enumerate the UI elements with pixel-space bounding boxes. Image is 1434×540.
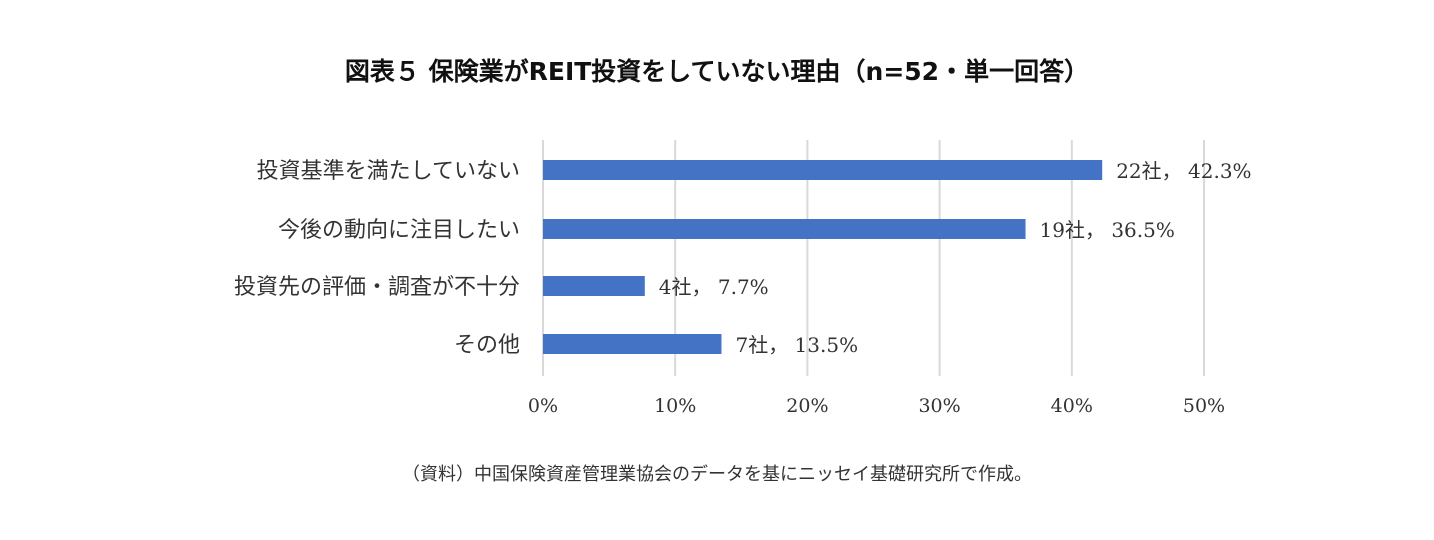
data-label: 7社， 13.5% xyxy=(735,333,858,357)
category-label: 投資基準を満たしていない xyxy=(257,159,520,184)
x-tick-label: 40% xyxy=(1051,395,1093,417)
bar xyxy=(543,334,722,354)
data-label: 19社， 36.5% xyxy=(1040,218,1175,242)
bar xyxy=(543,160,1103,180)
x-tick-label: 30% xyxy=(918,395,960,417)
chart-title: 図表５ 保険業がREIT投資をしていない理由（n=52・単一回答） xyxy=(344,57,1090,86)
x-tick-label: 0% xyxy=(528,395,558,417)
category-label: その他 xyxy=(454,333,520,358)
category-label: 今後の動向に注目したい xyxy=(278,218,520,243)
source-note: （資料）中国保険資産管理業協会のデータを基にニッセイ基礎研究所で作成。 xyxy=(402,464,1032,485)
bar xyxy=(543,276,645,296)
data-label: 4社， 7.7% xyxy=(659,275,769,299)
x-tick-label: 20% xyxy=(786,395,828,417)
category-label: 投資先の評価・調査が不十分 xyxy=(234,275,520,300)
x-tick-label: 50% xyxy=(1183,395,1225,417)
bar xyxy=(543,219,1026,239)
x-tick-label: 10% xyxy=(654,395,696,417)
data-label: 22社， 42.3% xyxy=(1116,159,1251,183)
